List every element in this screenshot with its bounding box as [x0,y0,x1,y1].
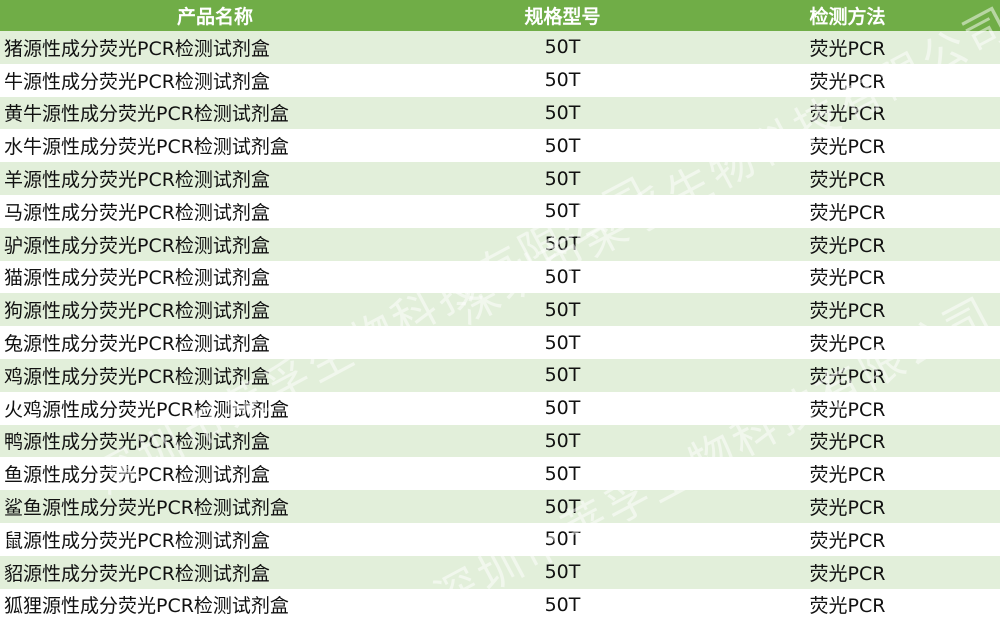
cell-method: 荧光PCR [809,562,886,585]
table-row: 鱼源性成分荧光PCR检测试剂盒 50T 荧光PCR [0,457,1000,490]
cell-method: 荧光PCR [809,333,886,356]
table-row: 火鸡源性成分荧光PCR检测试剂盒 50T 荧光PCR [0,392,1000,425]
cell-name: 猪源性成分荧光PCR检测试剂盒 [4,37,270,60]
header-method: 检测方法 [809,6,886,28]
cell-spec: 50T [544,265,581,288]
header-product-name: 产品名称 [176,6,253,28]
cell-method: 荧光PCR [809,595,886,618]
cell-spec: 50T [544,331,581,354]
cell-name: 狗源性成分荧光PCR检测试剂盒 [4,300,270,323]
table-row: 鲨鱼源性成分荧光PCR检测试剂盒 50T 荧光PCR [0,490,1000,523]
cell-method: 荧光PCR [809,37,886,60]
cell-method: 荧光PCR [809,365,886,388]
cell-method: 荧光PCR [809,497,886,520]
cell-name: 鸭源性成分荧光PCR检测试剂盒 [4,431,270,454]
cell-spec: 50T [544,101,581,124]
table-row: 驴源性成分荧光PCR检测试剂盒 50T 荧光PCR [0,227,1000,261]
cell-spec: 50T [544,69,581,92]
table-row: 牛源性成分荧光PCR检测试剂盒 50T 荧光PCR [0,64,1000,97]
cell-spec: 50T [544,528,581,551]
cell-name: 水牛源性成分荧光PCR检测试剂盒 [4,136,289,159]
cell-spec: 50T [544,397,581,420]
cell-method: 荧光PCR [809,300,886,323]
table-row: 狐狸源性成分荧光PCR检测试剂盒 50T 荧光PCR [0,589,1000,622]
table-row: 猪源性成分荧光PCR检测试剂盒 50T 荧光PCR [0,31,1000,64]
cell-name: 鲨鱼源性成分荧光PCR检测试剂盒 [4,497,289,520]
cell-spec: 50T [544,134,581,157]
cell-method: 荧光PCR [809,169,886,192]
cell-name: 鼠源性成分荧光PCR检测试剂盒 [4,529,270,552]
cell-spec: 50T [544,561,581,584]
cell-name: 羊源性成分荧光PCR检测试剂盒 [4,169,270,192]
cell-method: 荧光PCR [809,136,886,159]
table-row: 貂源性成分荧光PCR检测试剂盒 50T 荧光PCR [0,555,1000,589]
cell-method: 荧光PCR [809,398,886,421]
table-row: 兔源性成分荧光PCR检测试剂盒 50T 荧光PCR [0,326,1000,359]
cell-spec: 50T [544,36,581,59]
cell-name: 猫源性成分荧光PCR检测试剂盒 [4,267,270,290]
cell-spec: 50T [544,495,581,518]
table-row: 黄牛源性成分荧光PCR检测试剂盒 50T 荧光PCR [0,96,1000,130]
table-header-row: 产品名称 规格型号 检测方法 [0,0,1000,31]
table-row: 水牛源性成分荧光PCR检测试剂盒 50T 荧光PCR [0,129,1000,162]
cell-spec: 50T [544,364,581,387]
cell-spec: 50T [544,298,581,321]
cell-name: 貂源性成分荧光PCR检测试剂盒 [4,562,270,585]
table-row: 狗源性成分荧光PCR检测试剂盒 50T 荧光PCR [0,293,1000,327]
table-row: 猫源性成分荧光PCR检测试剂盒 50T 荧光PCR [0,261,1000,294]
cell-spec: 50T [544,233,581,256]
table-row: 鼠源性成分荧光PCR检测试剂盒 50T 荧光PCR [0,523,1000,556]
cell-method: 荧光PCR [809,267,886,290]
cell-spec: 50T [544,462,581,485]
cell-method: 荧光PCR [809,529,886,552]
cell-name: 马源性成分荧光PCR检测试剂盒 [4,201,270,224]
cell-name: 火鸡源性成分荧光PCR检测试剂盒 [4,398,289,421]
cell-name: 黄牛源性成分荧光PCR检测试剂盒 [4,103,289,126]
cell-name: 鸡源性成分荧光PCR检测试剂盒 [4,365,270,388]
cell-method: 荧光PCR [809,464,886,487]
cell-method: 荧光PCR [809,431,886,454]
cell-method: 荧光PCR [809,201,886,224]
cell-name: 兔源性成分荧光PCR检测试剂盒 [4,333,270,356]
cell-name: 驴源性成分荧光PCR检测试剂盒 [4,234,270,257]
cell-name: 鱼源性成分荧光PCR检测试剂盒 [4,464,270,487]
cell-spec: 50T [544,200,581,223]
table-row: 鸡源性成分荧光PCR检测试剂盒 50T 荧光PCR [0,358,1000,392]
cell-method: 荧光PCR [809,234,886,257]
cell-spec: 50T [544,167,581,190]
cell-name: 牛源性成分荧光PCR检测试剂盒 [4,70,270,93]
table-row: 马源性成分荧光PCR检测试剂盒 50T 荧光PCR [0,195,1000,228]
table-row: 鸭源性成分荧光PCR检测试剂盒 50T 荧光PCR [0,424,1000,458]
table-row: 羊源性成分荧光PCR检测试剂盒 50T 荧光PCR [0,162,1000,195]
header-spec: 规格型号 [524,6,601,28]
cell-method: 荧光PCR [809,70,886,93]
cell-method: 荧光PCR [809,103,886,126]
cell-name: 狐狸源性成分荧光PCR检测试剂盒 [4,595,289,618]
cell-spec: 50T [544,429,581,452]
cell-spec: 50T [544,593,581,616]
